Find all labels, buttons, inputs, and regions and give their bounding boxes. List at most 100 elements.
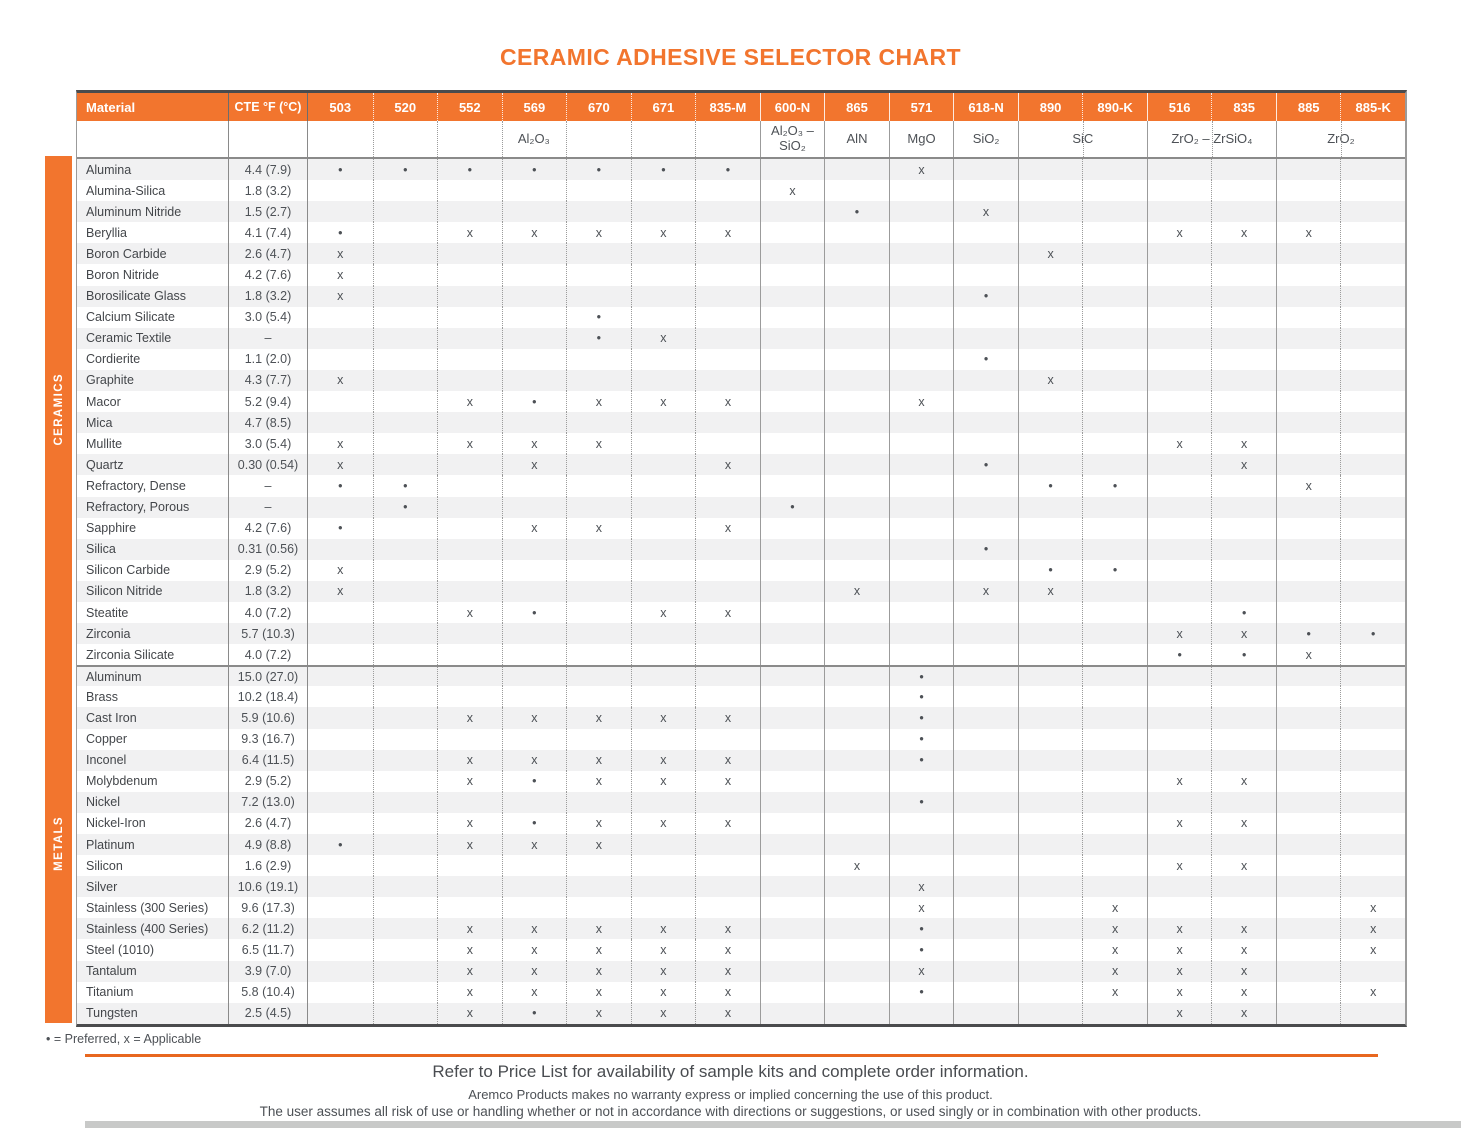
mark-cell xyxy=(630,369,696,392)
mark-cell: • xyxy=(888,728,954,750)
mark-cell: x xyxy=(437,707,502,729)
mark-cell xyxy=(1275,559,1341,581)
mark-cell xyxy=(372,243,438,265)
cte-cell: 5.2 (9.4) xyxy=(228,391,308,413)
mark-cell: x xyxy=(630,222,696,244)
mark-cell xyxy=(308,897,373,918)
mark-cell xyxy=(308,201,373,222)
mark-cell xyxy=(1017,876,1083,898)
mark-cell xyxy=(1340,876,1405,898)
column-header: 670 xyxy=(566,93,631,121)
mark-cell: • xyxy=(566,327,631,349)
mark-cell xyxy=(888,264,954,286)
mark-cell xyxy=(888,812,954,834)
mark-cell xyxy=(888,1002,954,1024)
table-row: Macor 5.2 (9.4) x • x x x x xyxy=(77,391,1405,413)
mark-cell xyxy=(824,667,889,687)
mark-cell xyxy=(1211,791,1276,813)
group-inner-divider xyxy=(1211,121,1213,157)
mark-cell: x xyxy=(566,222,631,244)
mark-cell: x xyxy=(824,580,889,602)
mark-cell xyxy=(1340,496,1405,518)
mark-cell: x xyxy=(1017,243,1083,265)
mark-cell xyxy=(566,686,631,708)
mark-cell xyxy=(566,728,631,750)
mark-cell xyxy=(888,538,954,560)
table-row: Boron Carbide 2.6 (4.7) x x xyxy=(77,243,1405,265)
mark-cell xyxy=(1146,348,1212,370)
mark-cell: x xyxy=(501,454,567,476)
mark-cell: x xyxy=(1211,454,1276,476)
mark-cell xyxy=(372,1002,438,1024)
mark-cell xyxy=(888,285,954,307)
mark-cell xyxy=(372,728,438,750)
mark-cell xyxy=(1146,306,1212,328)
group-inner-divider xyxy=(1082,121,1084,157)
footer-risk-note: The user assumes all risk of use or hand… xyxy=(259,1104,1202,1119)
mark-cell xyxy=(759,939,825,961)
column-header: 552 xyxy=(437,93,502,121)
material-cell: Ceramic Textile xyxy=(86,331,172,346)
selector-table: Material CTE °F (°C) 503 520 552 569 670 671 8… xyxy=(76,90,1407,1027)
mark-cell xyxy=(824,686,889,708)
mark-cell: • xyxy=(888,981,954,1003)
mark-cell xyxy=(824,517,889,539)
group-inner-divider xyxy=(372,121,374,157)
material-cell: Calcium Silicate xyxy=(86,310,175,325)
table-row: Mullite 3.0 (5.4) x x x x x x xyxy=(77,433,1405,455)
mark-cell xyxy=(1017,728,1083,750)
mark-cell xyxy=(1082,243,1147,265)
table-row: Silica 0.31 (0.56) • xyxy=(77,538,1405,560)
mark-cell: • xyxy=(338,521,343,536)
mark-cell: x xyxy=(695,1002,760,1024)
mark-cell xyxy=(888,454,954,476)
mark-cell xyxy=(759,644,825,666)
mark-cell: x xyxy=(1211,960,1276,982)
mark-cell xyxy=(953,243,1018,265)
mark-cell xyxy=(824,391,889,413)
material-cell: Tantalum xyxy=(86,964,137,979)
mark-cell xyxy=(308,729,373,750)
mark-cell xyxy=(759,770,825,792)
cte-cell: 4.7 (8.5) xyxy=(228,412,308,434)
cte-cell: 4.9 (8.8) xyxy=(228,834,308,856)
mark-cell xyxy=(1017,222,1083,244)
mark-cell xyxy=(1082,433,1147,455)
mark-cell xyxy=(695,686,760,708)
mark-cell: x xyxy=(888,391,954,413)
column-header: 890 xyxy=(1017,93,1083,121)
mark-cell: x xyxy=(630,981,696,1003)
mark-cell: x xyxy=(695,454,760,476)
table-row: Tungsten 2.5 (4.5) x • x x x x x xyxy=(77,1002,1405,1024)
mark-cell: x xyxy=(437,812,502,834)
group-header: Al₂O₃ xyxy=(308,121,760,157)
mark-cell xyxy=(566,496,631,518)
mark-cell: x xyxy=(337,436,344,451)
group-inner-divider xyxy=(1340,121,1342,157)
mark-cell: x xyxy=(437,960,502,982)
mark-cell xyxy=(501,264,567,286)
mark-cell xyxy=(1275,834,1341,856)
mark-cell xyxy=(824,812,889,834)
mark-cell xyxy=(1017,939,1083,961)
mark-cell xyxy=(953,960,1018,982)
mark-cell: x xyxy=(566,749,631,771)
mark-cell xyxy=(1275,918,1341,940)
mark-cell xyxy=(501,348,567,370)
mark-cell xyxy=(1082,306,1147,328)
mark-cell xyxy=(1340,1002,1405,1024)
mark-cell xyxy=(695,667,760,687)
mark-cell xyxy=(759,369,825,392)
cte-cell: 5.9 (10.6) xyxy=(228,707,308,729)
material-cell: Stainless (400 Series) xyxy=(86,921,209,936)
mark-cell xyxy=(888,623,954,645)
mark-cell xyxy=(308,307,373,328)
mark-cell xyxy=(1340,667,1405,687)
mark-cell xyxy=(308,180,373,201)
mark-cell xyxy=(437,686,502,708)
mark-cell: x xyxy=(1082,939,1147,961)
mark-cell: x xyxy=(695,918,760,940)
mark-cell: x xyxy=(630,601,696,624)
mark-cell xyxy=(372,812,438,834)
cte-cell: 2.6 (4.7) xyxy=(228,812,308,834)
